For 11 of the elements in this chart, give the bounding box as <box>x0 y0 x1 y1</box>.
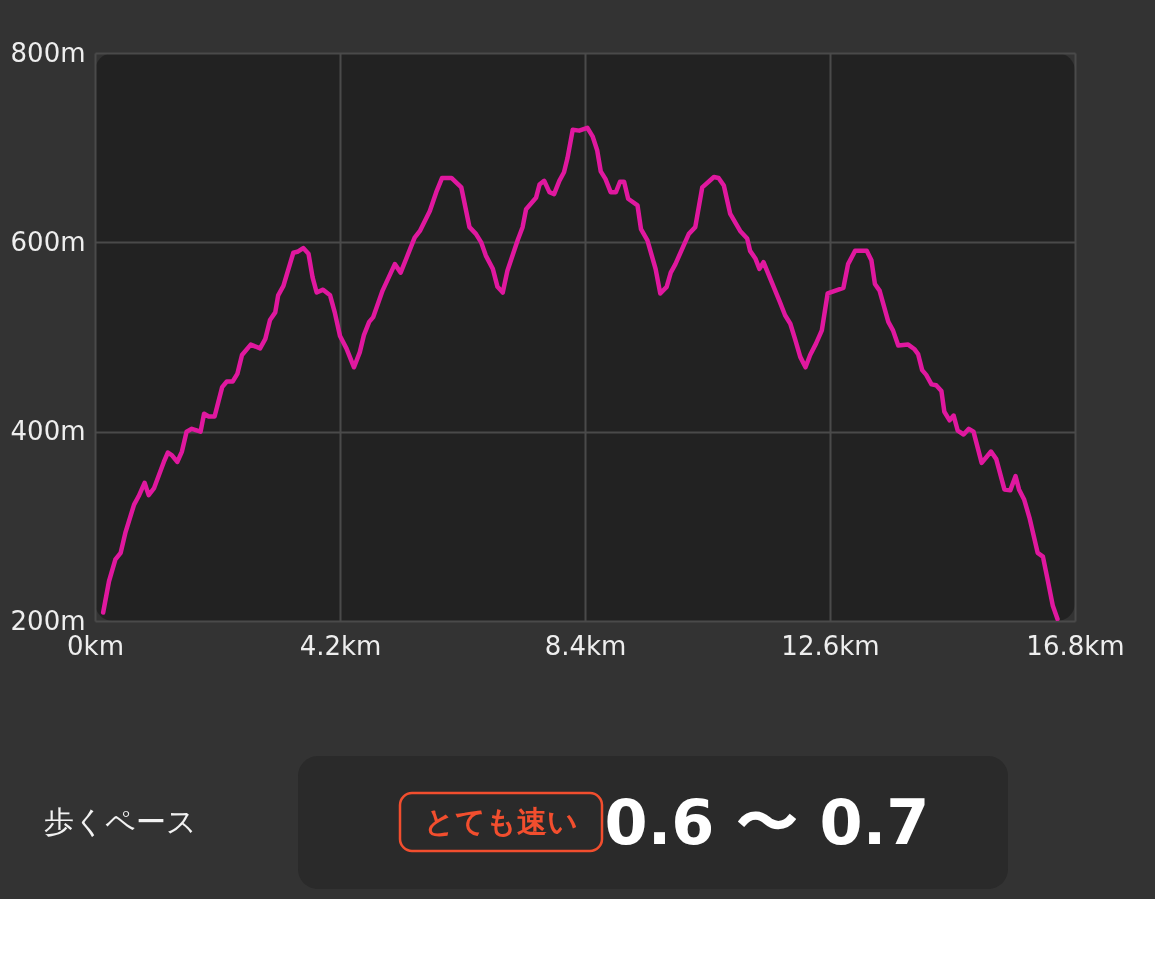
text: 歩くペース <box>43 804 197 839</box>
y-tick-label: 800m <box>10 37 86 68</box>
x-tick-label: 16.8km <box>1026 630 1125 661</box>
text: 0.6 〜 0.7 <box>604 786 930 859</box>
y-tick-label: 400m <box>10 416 86 447</box>
x-tick-label: 8.4km <box>544 630 627 661</box>
text: とても速い <box>424 804 578 839</box>
x-tick-label: 12.6km <box>781 630 880 661</box>
x-tick-label: 4.2km <box>299 630 382 661</box>
line-series <box>100 125 1060 621</box>
y-tick-label: 600m <box>10 226 86 257</box>
